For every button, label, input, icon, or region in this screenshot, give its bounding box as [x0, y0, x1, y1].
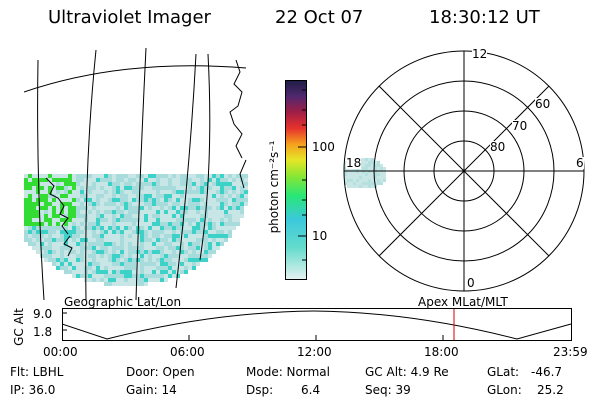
status-glon-label: GLon:	[487, 383, 522, 397]
status-door: Door: Open	[126, 365, 195, 379]
polar-mlt-plot	[343, 50, 585, 292]
mlt-label-dusk: 18	[346, 156, 362, 170]
mlt-label-midnight: 0	[467, 276, 475, 290]
apex-panel-label: Apex MLat/MLT	[418, 295, 508, 309]
colorbar-unit-label: photon cm⁻²s⁻¹	[267, 140, 281, 234]
orbit-ytick-high: 9.0	[33, 307, 53, 321]
geographic-panel-label: Geographic Lat/Lon	[64, 295, 182, 309]
status-mode: Mode: Normal	[246, 365, 330, 379]
mlt-label-noon: 12	[472, 47, 488, 61]
orbit-xtick-2359: 23:59	[553, 345, 588, 359]
status-glat-value: -46.7	[531, 365, 563, 379]
colorbar-tick-100: 100	[312, 140, 335, 154]
orbit-xtick-1800: 18:00	[424, 345, 459, 359]
aurora-image-geographic	[24, 174, 248, 286]
colorbar	[285, 80, 307, 280]
orbit-xtick-0000: 00:00	[43, 345, 78, 359]
mlat-label-60: 60	[535, 97, 551, 111]
mlat-label-80: 80	[490, 140, 506, 154]
longitude-grid	[24, 48, 247, 300]
status-dsp-label: Dsp:	[246, 383, 274, 397]
status-glon-value: 25.2	[537, 383, 564, 397]
status-dsp-value: 6.4	[301, 383, 321, 397]
mlat-label-70: 70	[512, 119, 528, 133]
orbit-xtick-0600: 06:00	[170, 345, 205, 359]
status-seq: Seq: 39	[365, 383, 411, 397]
orbit-ytick-low: 1.8	[33, 325, 53, 339]
orbit-altitude-curve	[62, 310, 572, 340]
status-gain: Gain: 14	[126, 383, 177, 397]
orbit-xtick-1200: 12:00	[297, 345, 332, 359]
date-label: 22 Oct 07	[275, 7, 364, 28]
status-filter: Flt: LBHL	[10, 365, 64, 379]
orbit-ylabel: GC Alt	[12, 308, 26, 346]
mlt-label-dawn: 6	[576, 156, 584, 170]
colorbar-tick-10: 10	[312, 229, 328, 243]
polar-grid	[343, 50, 585, 292]
status-gc-alt: GC Alt: 4.9 Re	[365, 365, 449, 379]
status-glat-label: GLat:	[487, 365, 520, 379]
status-ip: IP: 36.0	[10, 383, 56, 397]
time-label: 18:30:12 UT	[429, 7, 540, 28]
geographic-map	[24, 48, 248, 300]
instrument-title: Ultraviolet Imager	[48, 7, 211, 28]
coastline	[45, 59, 247, 257]
orbit-altitude-plot	[62, 308, 572, 341]
